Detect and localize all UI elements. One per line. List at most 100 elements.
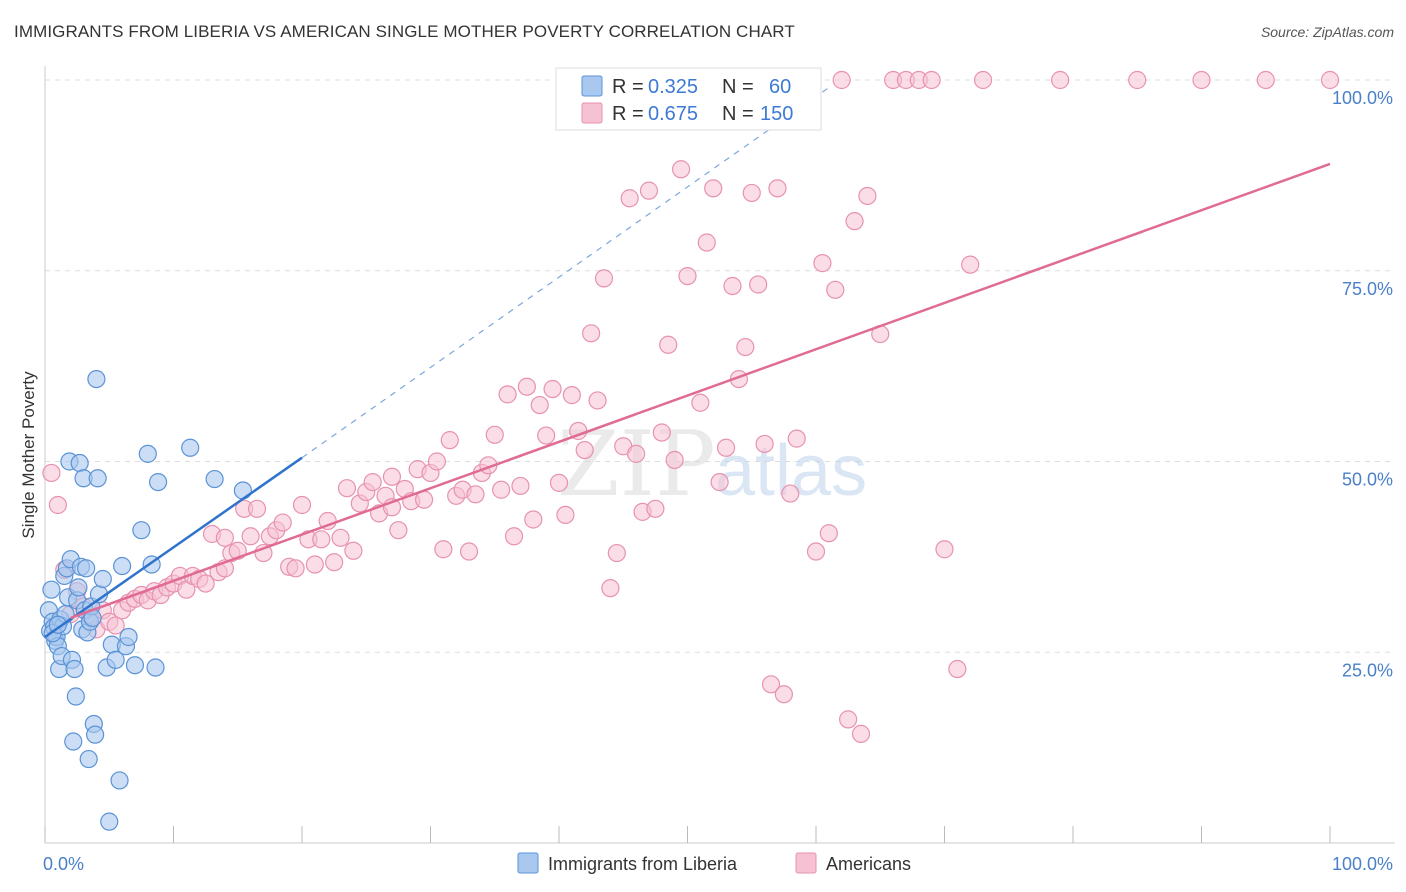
americans-point bbox=[646, 499, 665, 518]
americans-point bbox=[427, 452, 447, 471]
top-legend: R = 0.325 N = 60 R = 0.675 N = 150 bbox=[555, 67, 822, 131]
americans-point bbox=[710, 473, 729, 492]
americans-point bbox=[858, 186, 877, 206]
americans-trend-line bbox=[70, 162, 1331, 620]
americans-point bbox=[922, 70, 941, 90]
liberia-point bbox=[132, 521, 151, 540]
liberia-point bbox=[87, 369, 106, 389]
liberia-point bbox=[181, 438, 200, 457]
chart-title: IMMIGRANTS FROM LIBERIA VS AMERICAN SING… bbox=[14, 22, 795, 41]
americans-point bbox=[588, 391, 607, 410]
legend-swatch-pink bbox=[581, 102, 603, 124]
americans-point bbox=[485, 425, 504, 444]
americans-point bbox=[671, 160, 691, 179]
x-tick-label: 0.0% bbox=[43, 854, 84, 874]
y-tick-label: 100.0% bbox=[1332, 88, 1393, 108]
americans-point bbox=[742, 183, 761, 203]
liberia-point bbox=[100, 812, 119, 831]
americans-point bbox=[1256, 70, 1275, 90]
americans-point bbox=[851, 724, 871, 743]
americans-point bbox=[305, 555, 324, 574]
liberia-point bbox=[64, 732, 83, 751]
liberia-point bbox=[65, 659, 84, 679]
americans-point bbox=[247, 499, 267, 518]
liberia-point bbox=[110, 771, 129, 790]
americans-point bbox=[697, 233, 716, 252]
bottom-legend-label-americans: Americans bbox=[826, 854, 911, 874]
grid-lines bbox=[45, 79, 1395, 653]
legend-n-value-1: 60 bbox=[769, 76, 791, 98]
americans-point bbox=[498, 385, 517, 404]
americans-point bbox=[492, 480, 511, 499]
americans-point bbox=[363, 473, 382, 492]
liberia-point bbox=[70, 453, 89, 473]
liberia-point bbox=[86, 725, 105, 744]
americans-point bbox=[196, 574, 215, 593]
americans-point bbox=[530, 395, 549, 415]
americans-point bbox=[736, 337, 755, 357]
bottom-legend: Immigrants from Liberia Americans bbox=[517, 852, 911, 874]
americans-point bbox=[312, 530, 331, 549]
americans-point bbox=[819, 524, 838, 543]
liberia-point bbox=[77, 559, 96, 578]
americans-point bbox=[806, 542, 826, 561]
americans-point bbox=[716, 438, 736, 457]
americans-point bbox=[639, 181, 659, 200]
americans-point bbox=[106, 616, 125, 635]
liberia-point bbox=[93, 569, 112, 589]
y-axis-label: Single Mother Poverty bbox=[19, 371, 38, 539]
americans-point bbox=[215, 528, 234, 547]
americans-point bbox=[704, 179, 723, 198]
tick-labels: 25.0% 50.0% 75.0% 100.0% 0.0% 100.0% bbox=[43, 88, 1393, 874]
liberia-point bbox=[148, 473, 168, 492]
americans-point bbox=[691, 393, 710, 412]
americans-point bbox=[344, 541, 363, 560]
americans-point bbox=[292, 495, 312, 515]
liberia-point bbox=[66, 687, 85, 706]
americans-point bbox=[440, 431, 459, 450]
americans-point bbox=[626, 444, 646, 463]
liberia-trend-line bbox=[44, 456, 303, 639]
americans-point bbox=[48, 495, 67, 515]
americans-point bbox=[459, 542, 479, 561]
americans-point bbox=[273, 513, 292, 532]
y-tick-label: 50.0% bbox=[1342, 470, 1393, 490]
americans-point bbox=[1128, 70, 1147, 90]
legend-n-value-2: 150 bbox=[760, 103, 793, 125]
trend-lines bbox=[44, 87, 1331, 639]
liberia-point bbox=[233, 481, 252, 500]
americans-point bbox=[749, 275, 768, 294]
liberia-point bbox=[125, 656, 145, 675]
legend-r-value-2: 0.675 bbox=[648, 103, 698, 125]
americans-point bbox=[325, 553, 344, 572]
americans-point bbox=[562, 386, 581, 405]
bottom-legend-swatch-blue bbox=[517, 852, 539, 874]
liberia-point bbox=[112, 556, 132, 576]
americans-point bbox=[537, 426, 556, 445]
legend-n-label-2: N = bbox=[722, 103, 754, 125]
americans-point bbox=[948, 659, 967, 679]
americans-point bbox=[813, 254, 832, 273]
source-note: Source: ZipAtlas.com bbox=[1260, 24, 1394, 40]
americans-point bbox=[556, 505, 575, 525]
americans-point bbox=[524, 510, 543, 529]
americans-point bbox=[781, 484, 800, 503]
bottom-legend-swatch-pink bbox=[795, 852, 817, 874]
liberia-point bbox=[205, 469, 224, 489]
americans-point bbox=[761, 675, 781, 694]
americans-point bbox=[1192, 70, 1211, 90]
americans-point bbox=[723, 276, 742, 296]
americans-point bbox=[286, 559, 305, 578]
americans-point bbox=[832, 70, 851, 90]
americans-point bbox=[652, 423, 671, 442]
americans-point bbox=[594, 269, 614, 288]
axes bbox=[44, 66, 1395, 844]
y-tick-label: 25.0% bbox=[1342, 660, 1393, 680]
americans-point bbox=[935, 540, 954, 559]
americans-point bbox=[601, 579, 620, 598]
americans-point bbox=[241, 527, 260, 546]
liberia-point bbox=[119, 627, 138, 647]
americans-point bbox=[434, 540, 453, 559]
americans-point bbox=[845, 212, 864, 231]
